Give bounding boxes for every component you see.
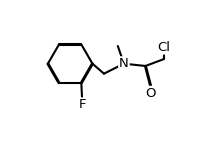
Text: N: N (119, 57, 129, 70)
Text: F: F (78, 98, 86, 111)
Text: Cl: Cl (157, 41, 170, 54)
Text: O: O (146, 87, 156, 100)
